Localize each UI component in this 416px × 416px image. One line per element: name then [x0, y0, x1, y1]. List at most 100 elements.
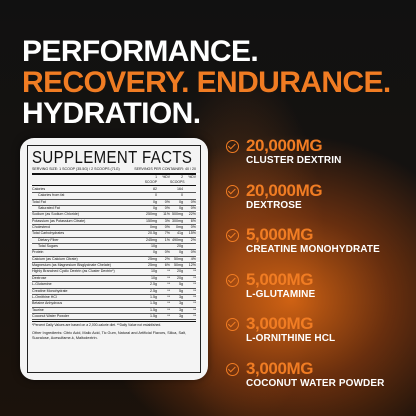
ingredient-amount: 3,000MG	[246, 358, 314, 378]
nutrient-value: 300mg	[172, 218, 183, 223]
nutrient-name: L-Glutamine	[32, 282, 52, 287]
nutrient-value: 0g	[153, 206, 157, 211]
nutrient-name: Coconut Water Powder	[32, 313, 70, 318]
nutrient-name: Dietary Fiber	[38, 237, 59, 242]
servings-per-container: SERVINGS PER CONTAINER: 40 / 20	[134, 167, 196, 171]
check-circle-icon	[226, 229, 239, 242]
nutrient-value: **	[167, 294, 170, 299]
ingredient-amount: 20,000MG	[246, 180, 323, 200]
nutrient-value: **	[193, 301, 196, 306]
nutrient-value: 50mg	[174, 256, 183, 261]
ingredient-text: 5,000MG L-GLUTAMINE	[246, 270, 316, 301]
column-header: %DV	[162, 175, 170, 179]
facts-row: Potassium (as Potassium Citrate) 150mg 3% 3…	[32, 218, 196, 226]
nutrient-value: 4%	[190, 256, 196, 261]
nutrient-value: 25mg	[148, 263, 157, 268]
ingredient-amount: 5,000MG	[246, 225, 314, 244]
nutrient-value: 500mg	[172, 212, 183, 217]
facts-row: Creatine Monohydrate 2.5g ** 5g **	[32, 289, 196, 295]
column-header: 1 SCOOP	[144, 175, 157, 184]
facts-row: Total Fat 0g 0% 0g 0%	[32, 199, 196, 207]
facts-row: Calcium (as Calcium Citrate) 25mg 2% 50mg 4%	[32, 256, 196, 264]
ingredient-item: 20,000MG DEXTROSE	[226, 180, 384, 227]
nutrient-value: 50mg	[174, 263, 183, 268]
serving-info: SERVING SIZE: 1 SCOOP (35.5G) / 2 SCOOPS…	[32, 167, 196, 175]
nutrient-name: Dextrose	[32, 275, 47, 280]
nutrient-name: Calories from fat	[38, 193, 65, 198]
nutrient-value	[183, 244, 196, 249]
ingredient-name: L-ORNITHINE HCL	[246, 333, 336, 344]
nutrient-value: 0g	[179, 199, 183, 204]
ingredient-name: L-GLUTAMINE	[246, 288, 316, 300]
nutrient-value: 20g	[177, 244, 183, 249]
nutrient-value: **	[193, 294, 196, 299]
nutrient-name: Highly Branched Cyclic Dextrin (as Clust…	[32, 269, 115, 274]
nutrient-value: 0mg	[150, 225, 157, 230]
nutrient-name: Cholesterol	[32, 225, 51, 230]
facts-row: Calories from fat 0 0	[32, 193, 196, 200]
nutrient-value: 1%	[164, 237, 170, 242]
nutrient-value: 0%	[164, 206, 170, 211]
nutrient-value: 0%	[164, 225, 170, 230]
nutrient-name: Total Sugars	[38, 244, 58, 249]
ingredient-name: CLUSTER DEXTRIN	[246, 155, 342, 166]
facts-row: Sodium (as Sodium Chloride) 250mg 11% 500mg…	[32, 212, 196, 219]
other-ingredients: Other Ingredients: Citric Acid, Malic Ac…	[32, 330, 187, 340]
nutrient-value: **	[193, 275, 196, 280]
nutrient-value: **	[193, 307, 196, 312]
nutrient-value: 0g	[179, 250, 183, 255]
nutrient-value: 0%	[190, 206, 196, 211]
nutrient-value: 6%	[164, 263, 170, 268]
nutrient-value: 245mg	[146, 237, 157, 242]
headline-line-3: HYDRATION.	[22, 97, 201, 130]
facts-row: L-Glutamine 2.5g ** 5g **	[32, 282, 196, 289]
nutrient-value: **	[167, 275, 170, 280]
ingredient-amount: 20,000MG	[246, 136, 323, 155]
ingredient-item: 3,000MG L-ORNITHINE HCL	[226, 315, 384, 360]
nutrient-name: Saturated Fat	[38, 206, 60, 211]
check-circle-icon	[226, 362, 239, 376]
check-circle-icon	[226, 184, 239, 198]
nutrient-value	[157, 244, 170, 249]
ingredient-item: 3,000MG COCONUT WATER POWDER	[226, 358, 384, 405]
nutrient-name: Betaine Anhydrous	[32, 301, 63, 306]
nutrient-value: 6%	[190, 218, 196, 223]
nutrient-name: Magnesium (as Magnesium Bisglycinate Che…	[32, 263, 111, 268]
nutrient-value: 11%	[163, 212, 170, 217]
nutrient-name: Total Fat	[32, 199, 46, 204]
nutrient-value: 2.5g	[150, 288, 157, 293]
nutrient-value: 1.5g	[150, 301, 157, 306]
facts-row: Saturated Fat 0g 0% 0g 0%	[32, 206, 196, 213]
nutrient-value: 1.5g	[150, 294, 157, 299]
nutrient-value: **	[167, 269, 170, 274]
facts-row: Dextrose 10g ** 20g **	[32, 275, 196, 283]
nutrient-value: 2.5g	[150, 282, 157, 287]
nutrient-value: 0g	[153, 250, 157, 255]
nutrient-value: **	[167, 313, 170, 318]
nutrient-value: 0	[181, 193, 183, 198]
nutrient-value: 25mg	[148, 256, 157, 261]
nutrient-value: **	[167, 307, 170, 312]
nutrient-value: 0g	[179, 206, 183, 211]
nutrient-value: 20.5g	[148, 231, 157, 236]
ingredient-item: 5,000MG L-GLUTAMINE	[226, 270, 384, 316]
facts-title: SUPPLEMENT FACTS	[32, 147, 193, 168]
nutrient-value: 0%	[190, 250, 196, 255]
ingredient-text: 20,000MG CLUSTER DEXTRIN	[246, 137, 341, 167]
nutrient-value: 3g	[179, 313, 183, 318]
nutrient-value: 2%	[164, 256, 170, 261]
nutrient-value: **	[167, 301, 170, 306]
nutrient-value: 3g	[179, 294, 183, 299]
nutrient-value	[157, 187, 170, 192]
nutrient-value: 1.5g	[150, 307, 157, 312]
nutrient-value: 7%	[164, 231, 170, 236]
ingredient-name: DEXTROSE	[246, 199, 302, 211]
facts-footnote: *Percent Daily Values are based on a 2,0…	[32, 321, 196, 328]
serving-size: SERVING SIZE: 1 SCOOP (35.5G) / 2 SCOOPS…	[32, 167, 120, 171]
column-header: %DV	[188, 175, 196, 179]
facts-row: Taurine 1.5g ** 3g **	[32, 308, 196, 314]
nutrient-value: **	[193, 282, 196, 287]
nutrient-value: 150mg	[146, 218, 157, 223]
facts-row: Protein 0g 0% 0g 0%	[32, 250, 196, 257]
nutrient-value: 22%	[188, 212, 196, 217]
